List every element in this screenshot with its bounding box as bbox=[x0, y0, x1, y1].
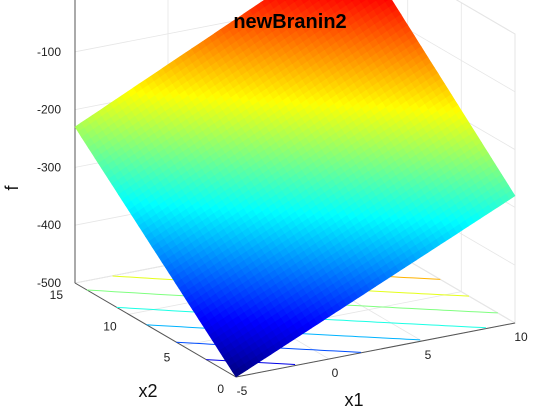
x2-tick-label: 5 bbox=[164, 351, 171, 365]
chart-title: newBranin2 bbox=[233, 11, 346, 33]
x1-tick-label: 5 bbox=[425, 348, 432, 362]
z-axis-label: f bbox=[2, 185, 22, 191]
z-tick-label: -200 bbox=[37, 103, 61, 117]
x2-axis-line bbox=[74, 282, 237, 378]
tick-labels: 0 -100 -200 -300 -400 -500 0 5 10 15 -5 0 5 10 bbox=[37, 0, 528, 398]
x1-tick-label: -5 bbox=[237, 384, 248, 398]
surface-cell bbox=[232, 367, 243, 378]
x1-tick-label: 10 bbox=[514, 330, 528, 344]
x1-axis-line bbox=[235, 322, 516, 378]
z-tick-label: -400 bbox=[37, 218, 61, 232]
x2-tick-label: 15 bbox=[50, 288, 64, 302]
z-tick-label: -100 bbox=[37, 45, 61, 59]
x2-tick-label: 0 bbox=[217, 382, 224, 396]
x2-axis-label: x2 bbox=[138, 381, 157, 401]
x1-tick-label: 0 bbox=[332, 366, 339, 380]
z-tick-label: 0 bbox=[54, 0, 61, 1]
z-tick-label: -300 bbox=[37, 160, 61, 174]
x1-axis-label: x1 bbox=[344, 390, 363, 410]
x2-tick-label: 10 bbox=[103, 319, 117, 333]
z-tick-label: -500 bbox=[37, 276, 61, 290]
z-grid-line bbox=[455, 0, 516, 35]
surface-mesh bbox=[74, 0, 516, 378]
